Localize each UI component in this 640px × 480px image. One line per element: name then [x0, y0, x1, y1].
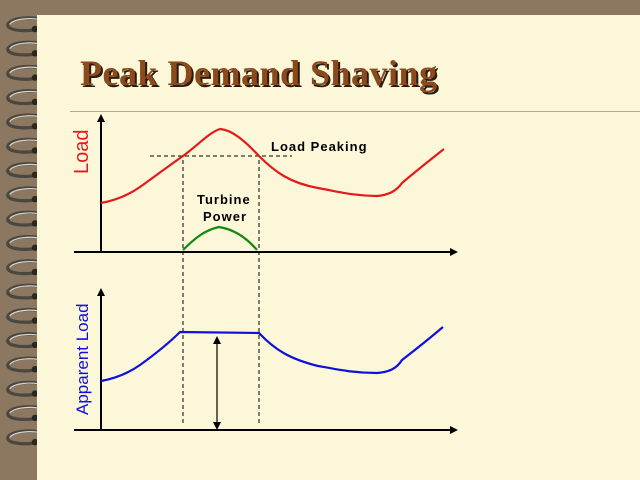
turbine-power-curve [182, 225, 258, 251]
title-divider [70, 111, 640, 112]
slide-page [37, 15, 640, 480]
slide-title: Peak Demand Shaving [80, 53, 438, 93]
load-curve [100, 127, 445, 205]
apparent-load-axis-label: Apparent Load [73, 303, 92, 415]
load-axis-label: Load [71, 130, 93, 175]
turbine-annotation-line1: Turbine [197, 192, 251, 207]
binding-ring-icon [6, 283, 40, 300]
turbine-annotation-line2: Power [203, 209, 247, 224]
load-peaking-annotation: Load Peaking [271, 139, 368, 154]
apparent-load-curve [100, 326, 444, 383]
binding-ring-icon [6, 235, 40, 251]
